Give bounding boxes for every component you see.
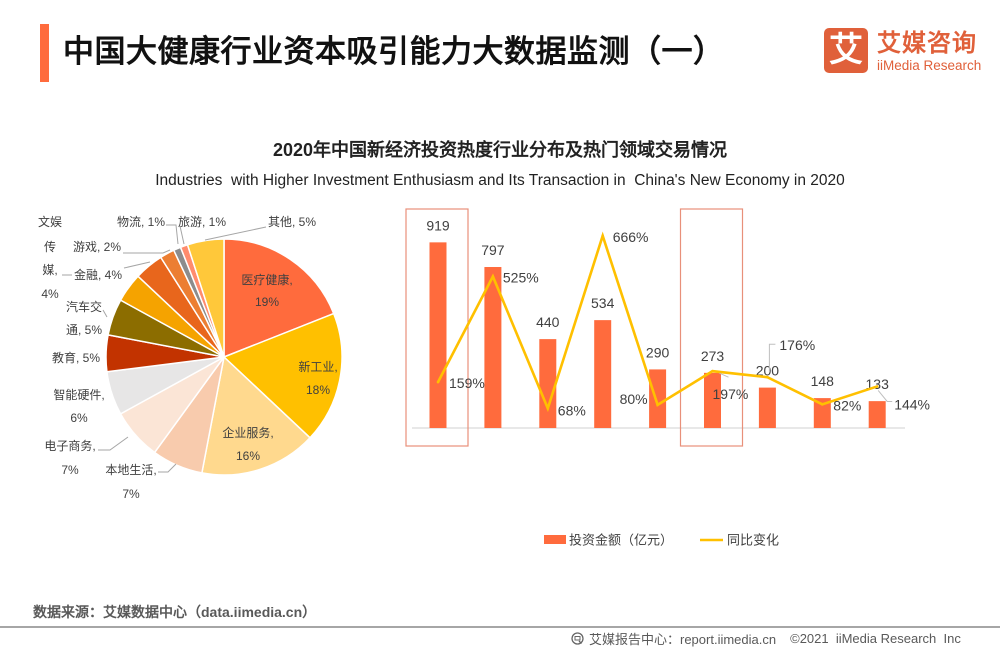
pie-leader-line — [166, 224, 179, 245]
bar — [758, 387, 776, 428]
chart-legend: 投资金额（亿元） 同比变化 — [544, 533, 779, 548]
pie-leader-line — [98, 436, 129, 451]
line-value-label: 82% — [833, 397, 861, 413]
pie-leader-line — [158, 463, 177, 473]
line-point — [601, 234, 604, 238]
pie-data-label: 7% — [61, 463, 79, 477]
line-value-label: 159% — [449, 375, 485, 391]
pie-data-label: 物流, 1% — [117, 215, 165, 229]
legend-bar-swatch — [544, 535, 566, 544]
line-value-label: 525% — [503, 270, 539, 286]
highlight-box — [405, 208, 469, 447]
pie-data-label: 智能硬件, — [53, 387, 104, 402]
pie-data-label: 汽车交 — [66, 299, 102, 314]
pie-leader-line — [102, 309, 108, 318]
pie-chart: 医疗健康, 19% 新工业, 18% 企业服务, 16% 本地生活, 7% 电子商务, 7% 智能硬… — [38, 214, 343, 501]
line-value-label: 666% — [613, 229, 649, 245]
pie-data-label: 4% — [41, 287, 59, 301]
logo-name-en: iiMedia Research — [877, 58, 982, 73]
bar — [484, 267, 502, 428]
data-source-note: 数据来源：艾媒数据中心（data.iimedia.cn） — [33, 604, 317, 620]
pie-data-label: 18% — [306, 383, 330, 397]
logo-name-cn: 艾媒咨询 — [877, 30, 977, 57]
bar — [594, 320, 612, 428]
pie-data-label: 7% — [122, 487, 140, 501]
pie-slice — [186, 238, 225, 358]
globe-report-icon — [571, 631, 584, 645]
pie-leader-line — [123, 261, 151, 269]
line-point — [436, 380, 440, 384]
chart-subtitle: Industries with Higher Investment Enthus… — [155, 172, 845, 189]
pie-data-label: 传 — [44, 239, 56, 254]
pie-data-label: 19% — [255, 295, 279, 309]
pie-data-label: 游戏, 2% — [73, 240, 121, 254]
pie-slice — [223, 312, 343, 439]
line-label-leader — [877, 390, 893, 402]
bar — [704, 372, 721, 428]
pie-leader-line — [123, 249, 171, 254]
bar-value-label: 273 — [701, 348, 725, 364]
page-title: 中国大健康行业资本吸引能力大数据监测（一） — [63, 34, 725, 69]
footer-credits: 艾媒报告中心：report.iimedia.cn ©2021 iiMedia R… — [571, 629, 961, 647]
line-point — [491, 275, 495, 278]
pie-data-label: 旅游, 1% — [178, 215, 226, 229]
pie-data-label: 文娱 — [38, 214, 62, 229]
pie-slice — [223, 238, 335, 358]
bar-value-label: 797 — [481, 242, 505, 258]
pie-leader-line — [204, 226, 267, 241]
pie-slice — [201, 356, 311, 476]
bar — [813, 398, 831, 428]
line-value-label: 176% — [779, 337, 815, 353]
pie-data-label: 金融, 4% — [74, 267, 122, 282]
legend-label-yoy: 同比变化 — [727, 533, 779, 548]
bar-value-label: 200 — [756, 363, 780, 379]
bar-value-label: 534 — [591, 295, 615, 311]
report-center-link[interactable]: 艾媒报告中心：report.iimedia.cn — [589, 631, 777, 647]
copyright-text: ©2021 iiMedia Research Inc — [790, 630, 961, 646]
bar — [649, 369, 667, 428]
line-value-label: 80% — [620, 391, 648, 407]
pie-data-label: 6% — [70, 411, 88, 425]
legend-label-investment: 投资金额（亿元） — [569, 533, 673, 548]
bar-value-label: 919 — [426, 217, 450, 233]
logo-mark-glyph: 艾 — [829, 31, 863, 69]
pie-data-label: 教育, 5% — [52, 350, 100, 365]
line-value-label: 144% — [894, 396, 930, 412]
line-point — [656, 403, 659, 407]
pie-data-label: 媒, — [42, 263, 57, 277]
bar — [539, 339, 557, 428]
line-point — [711, 369, 714, 373]
pie-data-label: 通, 5% — [66, 323, 102, 337]
pie-data-label: 16% — [236, 449, 260, 463]
line-point — [546, 407, 550, 410]
line-value-label: 68% — [558, 402, 586, 418]
pie-data-label: 新工业, — [298, 359, 337, 374]
highlight-box — [679, 208, 744, 447]
line-value-label: 197% — [713, 386, 749, 402]
bar — [429, 242, 447, 428]
title-accent-bar — [40, 24, 49, 82]
line-point — [766, 375, 769, 379]
line-label-leader — [768, 343, 776, 373]
bar-value-label: 148 — [811, 373, 835, 389]
pie-data-label: 电子商务, — [44, 438, 95, 453]
pie-leader-line — [179, 225, 185, 245]
pie-data-label: 本地生活, — [105, 463, 156, 477]
logo-icon: 艾 — [824, 28, 868, 73]
pie-data-label: 医疗健康, — [241, 272, 292, 287]
bar-value-label: 440 — [536, 314, 560, 330]
pie-data-label: 企业服务, — [222, 425, 273, 440]
bar — [868, 401, 886, 428]
footer-divider — [0, 626, 1000, 628]
line-point — [875, 385, 879, 388]
chart-title: 2020年中国新经济投资热度行业分布及热门领域交易情况 — [272, 140, 728, 160]
line-label-leader — [719, 372, 729, 378]
line-point — [821, 403, 824, 406]
pie-data-label: 其他, 5% — [268, 215, 316, 229]
bar-value-label: 290 — [646, 344, 670, 360]
brand-logo: 艾 艾媒咨询 iiMedia Research — [824, 28, 989, 74]
